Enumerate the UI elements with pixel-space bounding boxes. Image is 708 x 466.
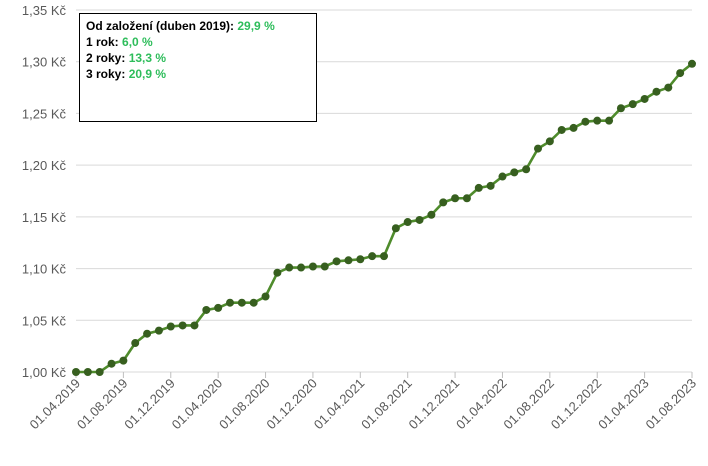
data-point xyxy=(131,339,140,348)
data-point xyxy=(107,359,116,368)
y-tick-label: 1,00 Kč xyxy=(22,365,67,380)
data-point xyxy=(415,215,424,224)
y-tick-label: 1,05 Kč xyxy=(22,313,67,328)
data-point xyxy=(534,144,542,153)
data-point xyxy=(439,198,448,207)
y-tick-label: 1,25 Kč xyxy=(22,106,67,121)
data-point xyxy=(380,252,388,261)
data-point xyxy=(557,125,566,134)
data-point xyxy=(143,329,152,338)
data-point xyxy=(664,83,673,92)
data-point xyxy=(640,94,649,103)
stats-row-since-founding: Od založení (duben 2019): 29,9 % xyxy=(86,18,310,34)
data-point xyxy=(356,255,365,264)
stats-value: 13,3 % xyxy=(128,51,167,65)
data-point xyxy=(510,168,519,177)
data-point xyxy=(593,116,602,125)
stats-label: 3 roky: xyxy=(86,67,126,81)
data-point xyxy=(332,257,341,266)
data-point xyxy=(498,172,507,181)
data-point xyxy=(616,104,625,113)
data-point xyxy=(676,69,685,78)
y-tick-label: 1,10 Kč xyxy=(22,262,67,277)
stats-box: Od založení (duben 2019): 29,9 % 1 rok: … xyxy=(79,13,317,122)
data-point xyxy=(119,356,128,365)
data-point xyxy=(486,181,495,190)
data-point xyxy=(214,303,223,312)
data-point xyxy=(285,263,294,272)
data-point xyxy=(178,321,187,330)
data-point xyxy=(83,368,92,376)
stats-row-2-years: 2 roky: 13,3 % xyxy=(86,50,310,66)
data-point xyxy=(95,368,104,376)
stats-row-3-years: 3 roky: 20,9 % xyxy=(86,66,310,82)
data-point xyxy=(545,137,554,146)
data-point xyxy=(474,183,483,192)
stats-label: 1 rok: xyxy=(86,35,119,49)
data-point xyxy=(427,210,436,219)
data-point xyxy=(605,116,614,125)
data-point xyxy=(249,298,258,307)
data-point xyxy=(403,218,412,227)
data-point xyxy=(569,123,578,132)
data-point xyxy=(273,268,282,277)
data-point xyxy=(308,262,317,271)
x-tick-label: 01.08.2023 xyxy=(642,376,699,433)
data-point xyxy=(451,194,460,203)
data-point xyxy=(237,298,246,307)
y-tick-label: 1,15 Kč xyxy=(22,210,67,225)
y-tick-label: 1,30 Kč xyxy=(22,55,67,70)
data-point xyxy=(226,298,234,307)
data-point xyxy=(688,59,696,68)
data-point xyxy=(652,87,661,96)
stats-label: Od založení (duben 2019): xyxy=(86,19,235,33)
data-points xyxy=(72,59,696,376)
data-point xyxy=(522,165,531,174)
stats-row-1-year: 1 rok: 6,0 % xyxy=(86,34,310,50)
data-point xyxy=(202,305,211,314)
stats-value: 20,9 % xyxy=(128,67,167,81)
data-point xyxy=(261,292,270,301)
data-point xyxy=(297,263,306,272)
data-point xyxy=(190,321,199,330)
y-tick-label: 1,35 Kč xyxy=(22,3,67,18)
stats-value: 29,9 % xyxy=(237,19,275,33)
stats-value: 6,0 % xyxy=(122,35,153,49)
data-point xyxy=(628,100,637,109)
x-axis-tick-labels: 01.04.201901.08.201901.12.201901.04.2020… xyxy=(26,372,699,432)
data-point xyxy=(320,262,329,271)
data-point xyxy=(166,322,175,331)
data-point xyxy=(72,368,80,376)
data-point xyxy=(344,256,353,265)
data-point xyxy=(368,252,377,261)
stats-label: 2 roky: xyxy=(86,51,126,65)
data-point xyxy=(462,194,471,203)
data-point xyxy=(581,117,590,126)
data-point xyxy=(154,326,163,335)
y-tick-label: 1,20 Kč xyxy=(22,158,67,173)
data-point xyxy=(391,224,400,233)
y-axis-tick-labels: 1,00 Kč 1,05 Kč 1,10 Kč 1,15 Kč 1,20 Kč 1,25 … xyxy=(22,3,67,380)
